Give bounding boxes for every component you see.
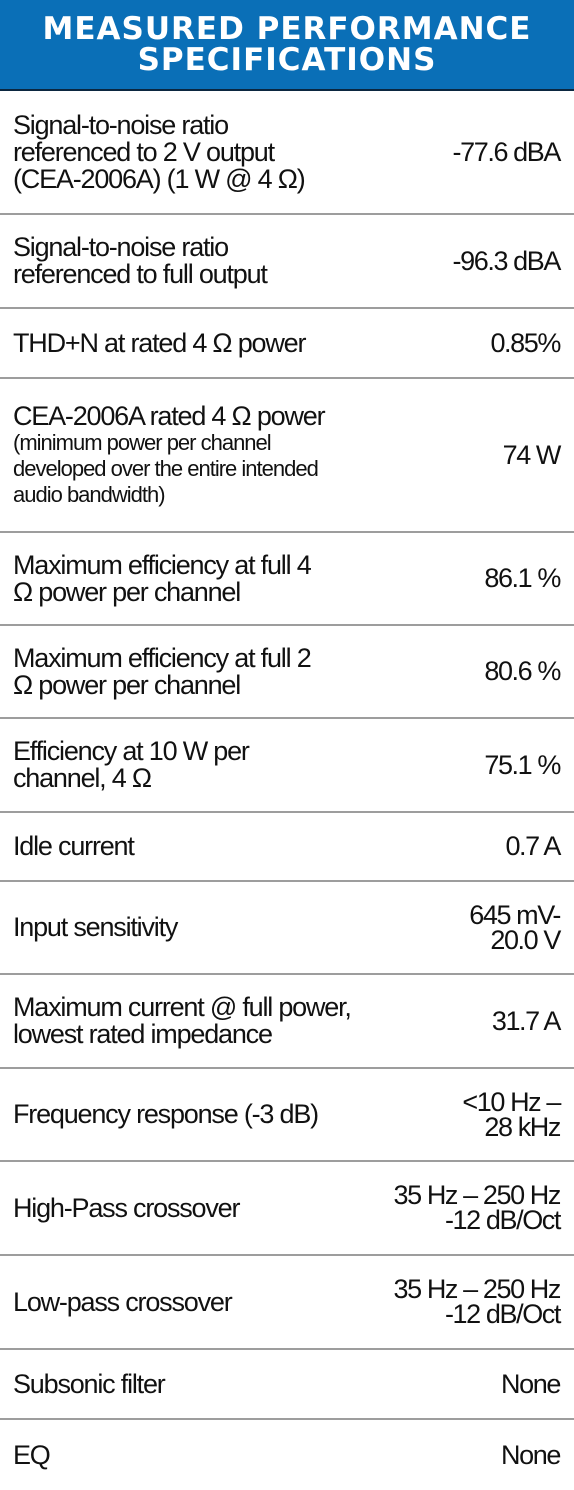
row-value-line: 35 Hz – 250 Hz (393, 1180, 562, 1210)
row-label-line: Ω power per channel (13, 576, 241, 607)
row-label-line: Input sensitivity (13, 912, 178, 942)
row-label-line: High-Pass crossover (13, 1192, 240, 1223)
row-label: THD+N at rated 4 Ω power (13, 327, 306, 358)
table-row: Input sensitivity 645 mV- 20.0 V (0, 882, 574, 975)
row-note-line: (minimum power per channel (13, 429, 272, 455)
row-value-line: 35 Hz – 250 Hz (393, 1274, 562, 1304)
row-value: -77.6 dBA (452, 136, 562, 167)
row-label-line: EQ (13, 1439, 51, 1470)
row-value-line: -96.3 dBA (452, 245, 562, 276)
header-title-line-1: MEASURED PERFORMANCE (42, 10, 532, 47)
row-value-line: 86.1 % (484, 563, 561, 593)
row-value: 74 W (502, 439, 562, 470)
row-label: Maximum efficiency at full 2 Ω power per… (13, 642, 312, 700)
row-value-line: 20.0 V (490, 924, 561, 955)
table-row: Maximum efficiency at full 4 Ω power per… (0, 533, 574, 626)
table-row: Subsonic filter None (0, 1350, 574, 1420)
row-value-line: <10 Hz – (462, 1086, 561, 1117)
row-value-line: None (501, 1439, 561, 1470)
row-value: 35 Hz – 250 Hz -12 dB/Oct (393, 1180, 562, 1235)
row-label: Idle current (13, 831, 135, 861)
row-label-line: Ω power per channel (13, 669, 241, 700)
row-value: None (501, 1439, 561, 1470)
row-label-line: Signal-to-noise ratio (13, 109, 229, 140)
row-label: Efficiency at 10 W per channel, 4 Ω (13, 736, 250, 793)
table-row: THD+N at rated 4 Ω power 0.85% (0, 309, 574, 379)
row-value-line: 74 W (502, 439, 562, 470)
table-row: Maximum efficiency at full 2 Ω power per… (0, 626, 574, 719)
table-row: Efficiency at 10 W per channel, 4 Ω 75.1… (0, 719, 574, 813)
table-row: Signal-to-noise ratio referenced to 2 V … (0, 91, 574, 215)
row-note-line: developed over the entire intended (13, 455, 319, 481)
table-row: CEA-2006A rated 4 Ω power (minimum power… (0, 379, 574, 533)
table-row: High-Pass crossover 35 Hz – 250 Hz -12 d… (0, 1162, 574, 1256)
row-label-line: Low-pass crossover (13, 1286, 233, 1317)
row-label: High-Pass crossover (13, 1192, 240, 1223)
row-label: Maximum current @ full power, lowest rat… (13, 992, 352, 1049)
spec-table: Signal-to-noise ratio referenced to 2 V … (0, 91, 574, 1490)
row-label: Subsonic filter (13, 1368, 166, 1399)
spec-table-header: MEASURED PERFORMANCE SPECIFICATIONS (0, 0, 574, 91)
row-label: EQ (13, 1439, 51, 1470)
table-row: Maximum current @ full power, lowest rat… (0, 975, 574, 1069)
row-value-line: -77.6 dBA (452, 136, 562, 167)
row-value: 86.1 % (484, 563, 561, 593)
row-value: 80.6 % (484, 656, 561, 686)
row-label-line: lowest rated impedance (13, 1019, 273, 1049)
row-label-line: Signal-to-noise ratio (13, 232, 229, 262)
row-value-line: None (501, 1368, 561, 1399)
row-label-line: Frequency response (-3 dB) (13, 1099, 319, 1129)
row-value-line: 75.1 % (484, 749, 561, 780)
header-title-line-2: SPECIFICATIONS (137, 41, 437, 78)
row-value: 0.7 A (505, 831, 561, 861)
row-value: 645 mV- 20.0 V (469, 899, 561, 955)
table-row: EQ None (0, 1420, 574, 1490)
row-label-line: Maximum current @ full power, (13, 992, 352, 1022)
row-note-line: audio bandwidth) (13, 481, 166, 507)
row-value-line: 31.7 A (491, 1005, 562, 1036)
row-label-line: referenced to 2 V output (13, 136, 275, 167)
row-label: Low-pass crossover (13, 1286, 233, 1317)
row-label-line: CEA-2006A rated 4 Ω power (13, 400, 326, 431)
table-row: Low-pass crossover 35 Hz – 250 Hz -12 dB… (0, 1256, 574, 1350)
row-value: 0.85% (490, 327, 561, 358)
row-label: CEA-2006A rated 4 Ω power (minimum power… (13, 400, 326, 508)
row-value-line: -12 dB/Oct (444, 1205, 561, 1235)
row-value-line: 28 kHz (484, 1111, 561, 1142)
row-value: <10 Hz – 28 kHz (462, 1086, 561, 1142)
row-value: 35 Hz – 250 Hz -12 dB/Oct (393, 1274, 562, 1329)
row-label-line: referenced to full output (13, 259, 268, 289)
row-label-line: (CEA-2006A) (1 W @ 4 Ω) (13, 163, 306, 194)
row-value-line: 0.7 A (505, 831, 561, 861)
row-label-line: Subsonic filter (13, 1368, 166, 1399)
row-label-line: Idle current (13, 831, 135, 861)
row-label-line: channel, 4 Ω (13, 763, 152, 793)
row-label-line: THD+N at rated 4 Ω power (13, 327, 306, 358)
row-value: -96.3 dBA (452, 245, 562, 276)
row-value-line: 0.85% (490, 327, 561, 358)
row-label: Signal-to-noise ratio referenced to 2 V … (13, 109, 306, 194)
row-value: 31.7 A (491, 1005, 562, 1036)
row-value: 75.1 % (484, 749, 561, 780)
row-value: None (501, 1368, 561, 1399)
row-label: Signal-to-noise ratio referenced to full… (13, 232, 268, 289)
row-value-line: 645 mV- (469, 899, 561, 930)
row-label: Frequency response (-3 dB) (13, 1099, 319, 1129)
row-label: Maximum efficiency at full 4 Ω power per… (13, 549, 312, 607)
row-label: Input sensitivity (13, 912, 178, 942)
row-value-line: 80.6 % (484, 656, 561, 686)
row-label-line: Maximum efficiency at full 2 (13, 642, 312, 673)
row-value-line: -12 dB/Oct (444, 1299, 561, 1329)
row-label-line: Efficiency at 10 W per (13, 736, 250, 766)
table-row: Signal-to-noise ratio referenced to full… (0, 215, 574, 309)
table-row: Frequency response (-3 dB) <10 Hz – 28 k… (0, 1069, 574, 1162)
table-row: Idle current 0.7 A (0, 813, 574, 882)
row-label-line: Maximum efficiency at full 4 (13, 549, 312, 580)
